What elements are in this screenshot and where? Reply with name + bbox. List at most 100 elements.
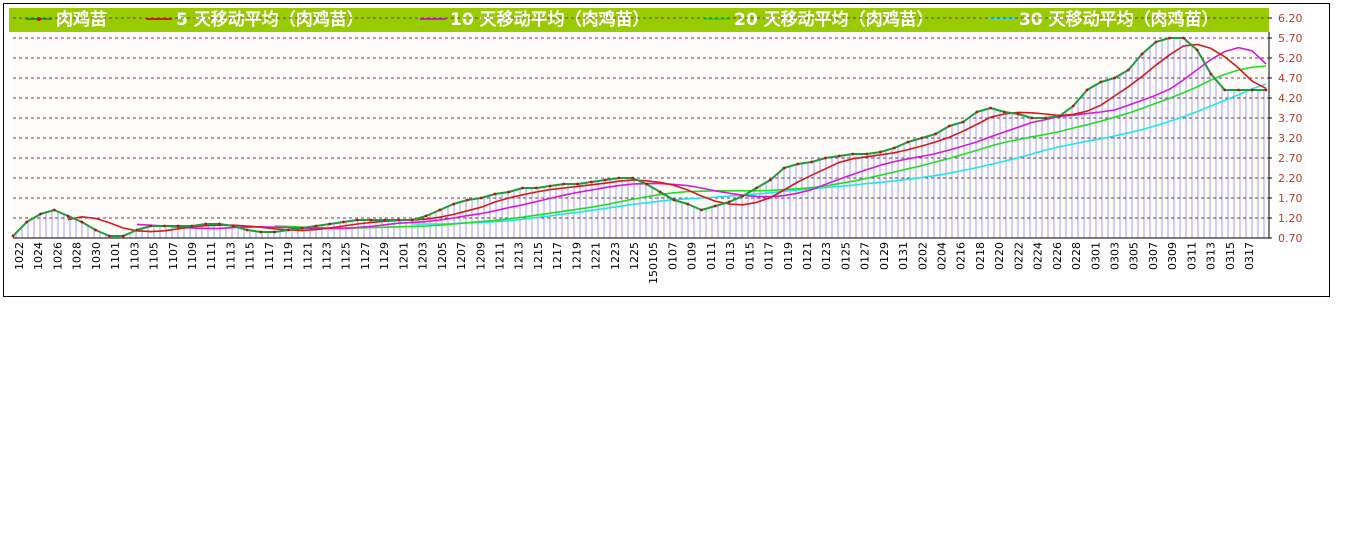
y-tick-label: 2.20 xyxy=(1278,172,1303,185)
hatch-bar xyxy=(855,154,857,238)
hatch-bar xyxy=(399,220,401,238)
data-point xyxy=(149,224,153,228)
data-point xyxy=(727,200,731,204)
data-point xyxy=(700,208,703,212)
data-point xyxy=(135,228,139,232)
hatch-bar xyxy=(1185,39,1187,238)
x-tick-label: 0222 xyxy=(1012,242,1025,270)
hatch-bar xyxy=(369,220,371,238)
data-point xyxy=(810,160,814,164)
x-tick-label: 1105 xyxy=(148,242,161,270)
hatch-bar xyxy=(33,218,35,238)
hatch-bar xyxy=(201,224,203,238)
hatch-bar xyxy=(675,200,677,238)
data-point xyxy=(328,222,332,226)
data-point xyxy=(837,154,841,158)
hatch-bar xyxy=(1143,53,1145,239)
data-point xyxy=(465,198,469,202)
hatch-bar xyxy=(159,226,161,238)
hatch-bar xyxy=(789,166,791,238)
data-point xyxy=(672,198,676,202)
hatch-bar xyxy=(1017,113,1019,238)
data-point xyxy=(176,224,180,228)
data-point xyxy=(1085,88,1089,92)
hatch-bar xyxy=(909,141,911,238)
y-tick-label: 3.20 xyxy=(1278,132,1303,145)
y-tick-label: 2.70 xyxy=(1278,152,1303,165)
x-tick-label: 0202 xyxy=(916,242,929,270)
data-point xyxy=(355,218,359,222)
hatch-bar xyxy=(705,208,707,238)
data-point xyxy=(851,152,855,156)
hatch-bar xyxy=(621,178,623,238)
hatch-bar xyxy=(489,195,491,238)
legend-label: 肉鸡苗 xyxy=(56,9,107,30)
hatch-bar xyxy=(87,224,89,238)
x-tick-label: 1115 xyxy=(244,242,257,270)
x-tick-label: 0125 xyxy=(839,242,852,270)
hatch-bar xyxy=(513,190,515,238)
data-point xyxy=(342,220,345,224)
x-tick-label: 0131 xyxy=(897,242,910,270)
hatch-bar xyxy=(1209,70,1211,239)
hatch-bar xyxy=(579,183,581,238)
data-point xyxy=(1195,48,1199,52)
x-tick-label: 1103 xyxy=(128,242,141,270)
hatch-bar xyxy=(1155,42,1157,239)
hatch-bar xyxy=(927,136,929,238)
hatch-bar xyxy=(627,178,629,238)
hatch-bar xyxy=(453,204,455,238)
hatch-bar xyxy=(261,232,263,238)
data-point xyxy=(521,186,524,190)
hatch-bar xyxy=(543,187,545,238)
hatch-bar xyxy=(1245,90,1247,238)
hatch-bar xyxy=(81,221,83,238)
x-tick-label: 0127 xyxy=(859,242,872,270)
hatch-bar xyxy=(237,227,239,238)
data-point xyxy=(589,180,593,184)
x-tick-label: 1030 xyxy=(90,242,103,270)
gridlines xyxy=(13,17,1269,219)
data-point xyxy=(576,182,579,186)
data-point xyxy=(686,202,690,206)
hatch-bar xyxy=(849,154,851,238)
hatch-bar xyxy=(1233,90,1235,238)
y-tick-label: 5.20 xyxy=(1278,52,1303,65)
data-point xyxy=(796,162,800,166)
hatch-bar xyxy=(1005,112,1007,238)
hatch-bar xyxy=(1095,85,1097,238)
data-point xyxy=(1140,52,1144,56)
hatch-bar xyxy=(1023,115,1025,238)
hatch-bar xyxy=(729,202,731,238)
legend-label: 30 天移动平均（肉鸡苗） xyxy=(1019,9,1219,30)
hatch-bar xyxy=(819,159,821,238)
data-point xyxy=(892,146,896,150)
data-point xyxy=(617,176,621,180)
hatch-bar xyxy=(795,164,797,238)
series-line xyxy=(12,37,1266,237)
data-point xyxy=(218,222,221,226)
x-tick-label: 0226 xyxy=(1051,242,1064,270)
y-tick-label: 4.20 xyxy=(1278,92,1303,105)
hatch-bar xyxy=(465,200,467,238)
hatch-bar xyxy=(1257,90,1259,238)
hatch-bar xyxy=(807,162,809,238)
hatch-bar xyxy=(231,225,233,238)
hatch-bar xyxy=(51,210,53,238)
hatch-bar xyxy=(387,220,389,238)
hatch-bar xyxy=(903,144,905,238)
hatch-bar xyxy=(471,199,473,238)
hatch-bar xyxy=(741,196,743,238)
data-point xyxy=(1126,68,1130,72)
hatch-bar xyxy=(645,183,647,238)
data-point xyxy=(1168,36,1172,40)
hatch-bar xyxy=(753,190,755,238)
hatch-bar xyxy=(315,226,317,238)
data-point xyxy=(1044,116,1048,120)
x-tick-label: 0313 xyxy=(1205,242,1218,270)
data-point xyxy=(1071,104,1075,108)
hatch-bar xyxy=(549,186,551,238)
hatch-bar xyxy=(801,163,803,238)
legend-label: 5 天移动平均（肉鸡苗） xyxy=(176,9,364,30)
data-point xyxy=(397,218,400,222)
